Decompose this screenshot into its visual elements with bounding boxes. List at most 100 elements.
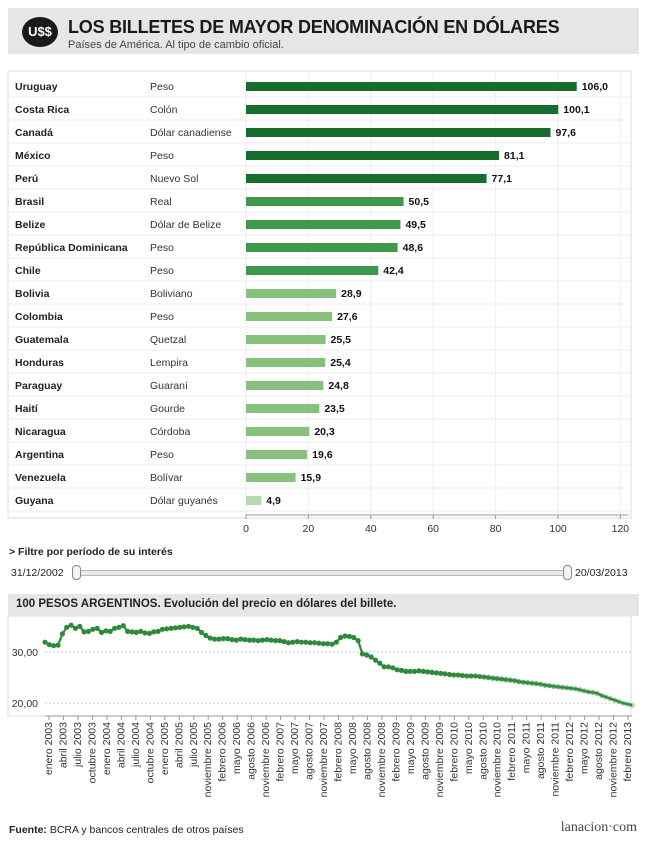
price-point [85,628,92,634]
price-point [68,622,74,628]
price-point [516,679,522,685]
currency-label: Dólar guyanés [150,495,218,507]
price-point [446,671,452,678]
price-point [599,692,605,699]
bar [246,473,296,482]
price-point [581,688,587,694]
slider-start-handle[interactable] [72,565,81,580]
y-tick-label: 30,00 [12,647,38,659]
line-x-tick-label: noviembre 2009 [434,722,446,797]
price-point [511,678,518,684]
price-point [198,629,205,635]
bar [246,404,320,413]
price-point [268,637,274,643]
price-point [168,625,174,631]
currency-label: Peso [150,150,174,162]
price-point [325,641,331,647]
price-point [142,630,148,636]
x-tick-label: 40 [365,523,377,535]
country-label: Honduras [15,357,64,369]
price-point [594,690,600,696]
lanacion-logo[interactable]: lanacion·com [561,820,637,836]
line-x-tick-label: agosto 2009 [419,722,431,780]
price-point [364,652,370,658]
line-x-tick-label: febrero 2013 [622,722,634,782]
price-point [225,636,231,642]
price-point [290,639,296,645]
source-text: BCRA y bancos centrales de otros países [46,824,244,836]
price-point [216,636,222,642]
country-label: Nicaragua [15,426,66,438]
price-point [590,689,596,695]
price-point [464,673,470,679]
price-point [377,660,383,666]
price-point [372,657,379,663]
price-point [355,638,361,644]
price-point [220,636,226,642]
bar-value-label: 4,9 [266,495,281,507]
currency-label: Bolívar [150,472,183,484]
bar [246,243,398,252]
bar-value-label: 97,6 [556,127,577,139]
currency-label: Guaraní [150,380,188,392]
logo-tld: com [612,820,637,835]
price-point [107,628,113,634]
price-point [64,624,70,630]
bar-value-label: 25,4 [330,357,351,369]
line-x-tick-label: mayo 2007 [289,722,301,774]
source-note: Fuente: BCRA y bancos centrales de otros… [9,824,244,836]
bar [246,289,337,298]
price-point [455,672,461,678]
line-x-tick-label: enero 2005 [159,722,171,775]
bar-value-label: 28,9 [341,288,362,300]
price-point [238,636,244,642]
line-x-tick-label: agosto 2006 [246,722,258,780]
price-point [542,682,548,688]
date-range-slider[interactable] [76,570,570,576]
price-point [394,667,400,673]
price-point [298,639,305,645]
price-point [312,640,318,646]
country-label: Argentina [15,449,64,461]
line-x-tick-label: febrero 2012 [564,722,576,782]
price-point [55,642,61,648]
x-tick-label: 80 [490,523,502,535]
price-point [359,651,365,657]
line-x-tick-label: abril 2003 [57,722,69,768]
price-point [277,638,283,644]
x-tick-label: 20 [303,523,315,535]
currency-label: Peso [150,242,174,254]
dollar-badge-icon: U$$ [22,17,58,47]
logo-dot: · [608,820,613,835]
slider-end-handle[interactable] [563,565,572,580]
bar [246,220,401,229]
price-point [529,680,535,686]
country-label: Brasil [15,196,44,208]
bar [246,358,326,367]
price-point [481,674,487,680]
price-point [303,639,309,645]
page-subtitle: Países de América. Al tipo de cambio ofi… [68,39,284,51]
country-label: República Dominicana [15,242,128,254]
line-x-tick-label: mayo 2011 [521,722,533,773]
line-chart: 30,00 20,00 enero 2003 abril 2003 julio 2003… [7,616,635,797]
price-point [146,630,152,636]
currency-label: Peso [150,265,174,277]
line-x-tick-label: noviembre 2012 [608,722,620,797]
line-x-tick-label: noviembre 2010 [492,722,504,797]
price-point [490,675,496,681]
bar-value-label: 20,3 [314,426,335,438]
price-point [620,700,626,706]
country-label: Belize [15,219,46,231]
country-label: Costa Rica [15,104,69,116]
price-point [555,684,561,690]
price-point [607,696,613,702]
country-label: Haití [15,403,39,415]
price-point [625,701,631,707]
currency-label: Nuevo Sol [150,173,198,185]
price-point [129,629,135,635]
price-point [385,664,392,670]
line-x-tick-label: abril 2005 [173,722,185,768]
line-x-tick-label: mayo 2010 [463,722,475,774]
price-point [255,638,261,644]
